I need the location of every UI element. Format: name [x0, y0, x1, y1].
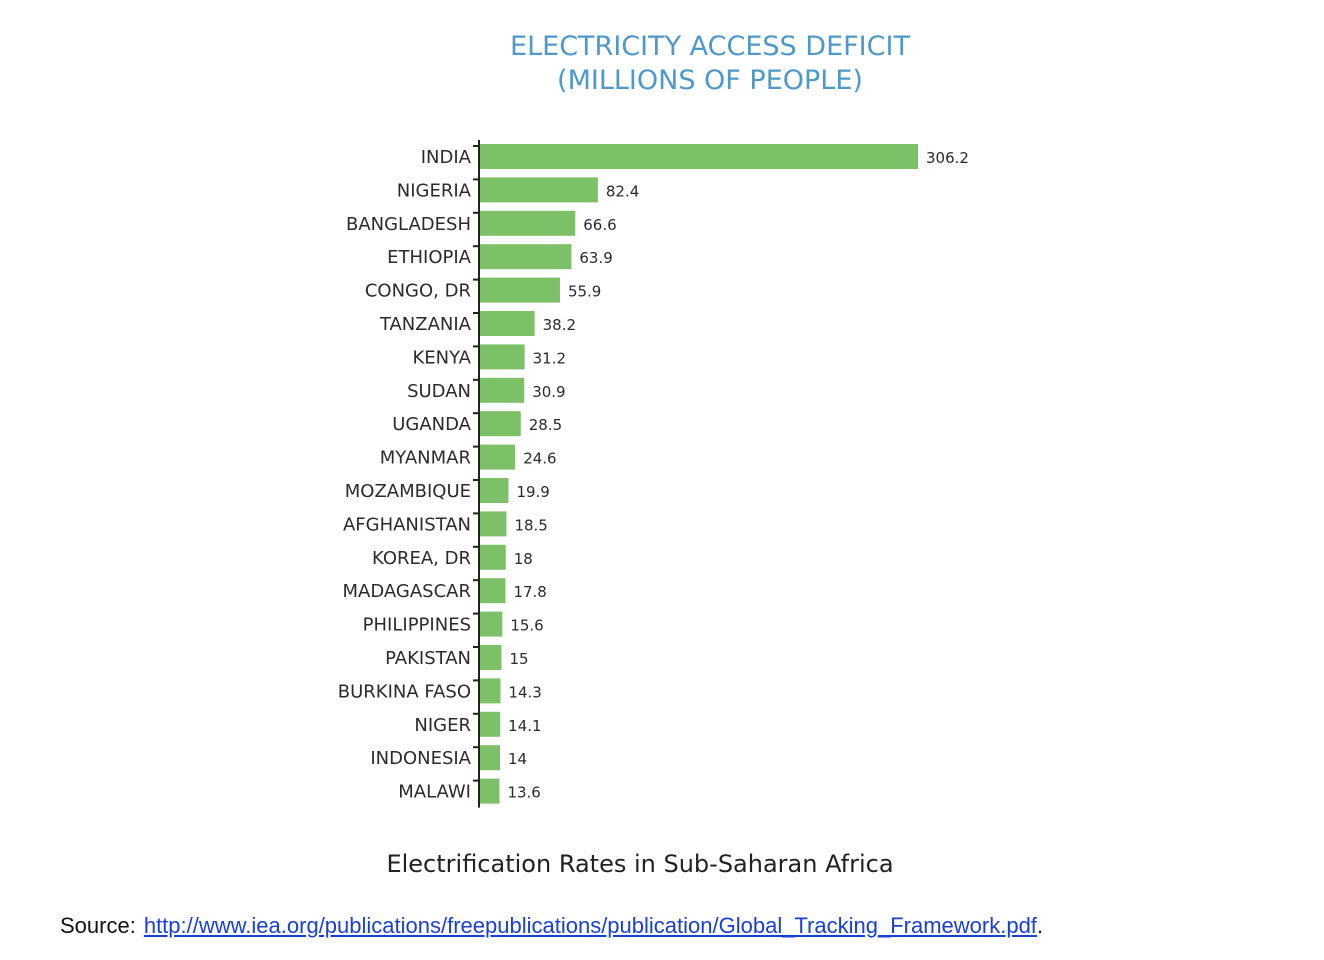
data-label: 55.9 [568, 283, 601, 301]
category-label: SUDAN [407, 381, 471, 402]
data-label: 19.9 [516, 483, 549, 501]
figure-caption: Electrification Rates in Sub-Saharan Afr… [386, 850, 894, 878]
category-label: UGANDA [392, 414, 471, 435]
bar [480, 177, 598, 203]
bar [480, 745, 501, 771]
category-label: PHILIPPINES [363, 615, 471, 636]
category-label: NIGERIA [397, 180, 472, 201]
bar [480, 645, 502, 670]
bar [480, 444, 516, 470]
data-label: 15 [509, 650, 528, 668]
category-label: NIGER [414, 715, 471, 736]
category-label: KOREA, DR [372, 548, 471, 569]
source-link[interactable]: http://www.iea.org/publications/freepubl… [143, 913, 1037, 938]
category-label: CONGO, DR [365, 281, 471, 302]
bar [480, 411, 521, 437]
bar [480, 578, 506, 604]
bar [480, 478, 509, 503]
chart-title-line1: ELECTRICITY ACCESS DEFICIT [510, 31, 910, 62]
source-label: Source: [60, 913, 136, 938]
data-label: 31.2 [533, 349, 566, 367]
bar [480, 778, 500, 804]
data-label: 15.6 [510, 617, 543, 635]
source-line: Source: http://www.iea.org/publications/f… [60, 913, 1043, 939]
bar [480, 678, 501, 704]
category-label: AFGHANISTAN [343, 514, 471, 535]
category-label: MALAWI [398, 782, 471, 803]
data-label: 28.5 [529, 416, 562, 434]
bar [480, 210, 576, 236]
category-label: MYANMAR [380, 448, 471, 469]
data-label: 17.8 [513, 583, 546, 601]
bar [480, 244, 572, 270]
category-label: BURKINA FASO [338, 681, 471, 702]
chart-subtitle: (MILLIONS OF PEOPLE) [557, 65, 863, 96]
bar [480, 511, 507, 537]
bar [480, 544, 506, 570]
data-label: 82.4 [606, 182, 639, 200]
bar-chart: INDIA 306.2 NIGERIA 82.4 BANGLADESH 66.6 ETHIO… [338, 140, 969, 808]
bar [480, 277, 560, 303]
data-label: 14 [508, 750, 527, 768]
category-label: KENYA [412, 347, 471, 368]
data-label: 13.6 [507, 784, 540, 802]
bar [480, 377, 525, 403]
category-label: MOZAMBIQUE [345, 481, 471, 502]
bar [480, 144, 918, 169]
source-trailing: . [1036, 913, 1044, 938]
data-label: 30.9 [532, 383, 565, 401]
data-label: 14.3 [508, 683, 541, 701]
data-label: 66.6 [583, 216, 616, 234]
data-label: 14.1 [508, 717, 541, 735]
data-label: 38.2 [543, 316, 576, 334]
category-label: ETHIOPIA [387, 247, 472, 268]
bar [480, 311, 535, 336]
data-label: 63.9 [579, 249, 612, 267]
chart-title: ELECTRICITY ACCESS DEFICIT (MILLIONS OF … [360, 30, 1060, 98]
data-label: 18 [514, 550, 533, 568]
category-label: INDIA [421, 147, 472, 168]
bar [480, 344, 525, 370]
category-label: MADAGASCAR [343, 581, 471, 602]
data-label: 306.2 [926, 149, 969, 167]
bar [480, 711, 501, 737]
data-label: 18.5 [514, 516, 547, 534]
bar [480, 611, 503, 637]
data-label: 24.6 [523, 450, 556, 468]
category-label: TANZANIA [379, 314, 472, 335]
category-label: BANGLADESH [346, 214, 471, 235]
category-label: INDONESIA [370, 748, 471, 769]
category-label: PAKISTAN [385, 648, 471, 669]
